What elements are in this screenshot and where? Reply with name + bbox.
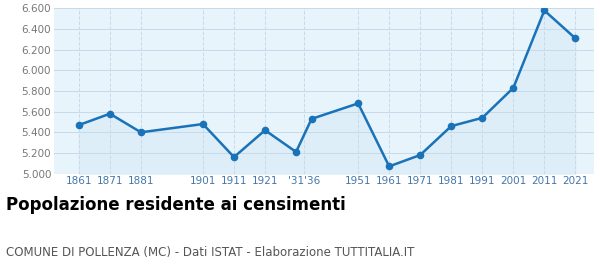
Point (353, 101, 363, 106)
Point (415, 153, 425, 157)
Point (307, 117, 316, 121)
Point (260, 128, 270, 132)
Point (74, 123, 83, 127)
Point (229, 155, 239, 159)
Point (478, 116, 487, 120)
Point (571, 36, 580, 41)
Point (385, 164, 394, 169)
Point (539, 8, 549, 13)
Point (446, 124, 456, 128)
Point (291, 150, 301, 154)
Point (198, 122, 208, 126)
Text: Popolazione residente ai censimenti: Popolazione residente ai censimenti (6, 196, 346, 214)
Point (136, 130, 146, 135)
Point (105, 111, 115, 116)
Point (509, 86, 518, 90)
Text: COMUNE DI POLLENZA (MC) - Dati ISTAT - Elaborazione TUTTITALIA.IT: COMUNE DI POLLENZA (MC) - Dati ISTAT - E… (6, 246, 415, 259)
